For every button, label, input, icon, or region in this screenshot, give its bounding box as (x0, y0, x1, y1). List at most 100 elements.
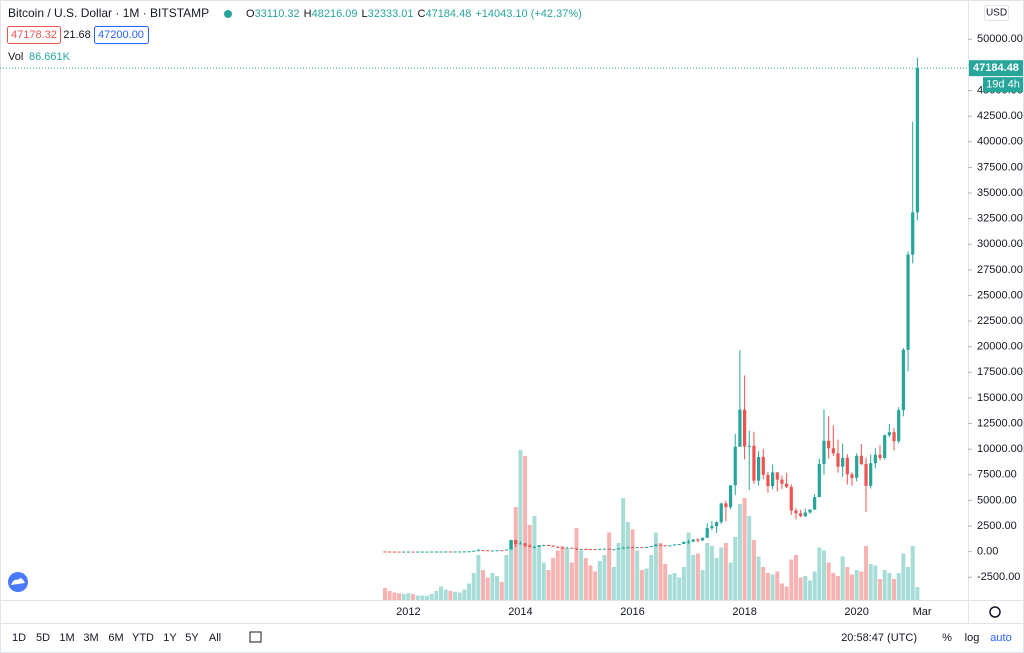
legend-change: +14043.10 (+42.37%) (475, 8, 581, 20)
volume-bar (504, 555, 509, 600)
volume-bar (583, 558, 588, 600)
volume-bar (812, 571, 817, 600)
volume-bar (429, 594, 434, 600)
volume-bar (579, 550, 584, 600)
market-status-dot (224, 10, 232, 18)
percent-toggle[interactable]: % (942, 632, 952, 644)
volume-bar (532, 516, 537, 600)
candle-body (714, 522, 719, 527)
candle-body (859, 455, 863, 465)
volume-bar (611, 567, 616, 600)
candle-body (813, 497, 817, 510)
candle-body (691, 539, 695, 542)
symbol-title: Bitcoin / U.S. Dollar · 1M · BITSTAMP (8, 6, 209, 20)
currency-badge[interactable] (984, 5, 1009, 21)
legend-letter: O (246, 8, 255, 20)
legend-letter: L (361, 8, 367, 20)
range-button[interactable]: All (209, 632, 221, 644)
log-toggle[interactable]: log (965, 632, 980, 644)
volume-bar (658, 543, 663, 600)
volume-bar (537, 547, 542, 600)
candle-body (500, 550, 504, 552)
range-button[interactable]: YTD (132, 632, 154, 644)
candle-body (728, 485, 733, 508)
volume-bar (462, 589, 467, 600)
currency-label[interactable]: USD (986, 8, 1007, 19)
y-tick-label: 40000.00 (977, 136, 1023, 148)
volume-bar (915, 587, 920, 600)
candle-body (705, 528, 709, 538)
range-button[interactable]: 5D (36, 632, 50, 644)
volume-bar (635, 550, 640, 600)
volume-bar (509, 540, 514, 600)
candle-body (780, 479, 784, 484)
candle-body (616, 548, 621, 550)
volume-bar (453, 591, 458, 600)
range-button[interactable]: 5Y (185, 632, 199, 644)
candle-body (476, 550, 480, 552)
volume-bar (840, 556, 845, 600)
range-button[interactable]: 3M (83, 632, 98, 644)
candle-body (532, 547, 537, 549)
range-button[interactable]: 1D (12, 632, 26, 644)
candle-body (630, 547, 635, 549)
bid-price[interactable]: 47178.32 (11, 29, 57, 41)
volume-bar (803, 576, 808, 600)
volume-bar (574, 528, 579, 600)
candle-body (915, 68, 919, 213)
volume-bar (747, 516, 752, 600)
volume-bar (663, 564, 668, 600)
volume-bar (728, 562, 733, 600)
y-tick-label: 10000.00 (977, 443, 1023, 455)
candle-body (574, 548, 579, 550)
range-button[interactable]: 1Y (163, 632, 177, 644)
candle-body (827, 440, 831, 449)
candle-body (546, 545, 551, 547)
countdown-label: 19d 4h (986, 79, 1020, 91)
bid-box[interactable] (7, 26, 61, 44)
candle-body (584, 548, 588, 550)
candle-body (458, 551, 462, 553)
volume-bar (616, 543, 621, 600)
candle-body (518, 543, 523, 545)
ask-price[interactable]: 47200.00 (98, 29, 144, 41)
range-button[interactable]: 6M (108, 632, 123, 644)
candle-body (869, 463, 873, 486)
ohlc-legend: O33110.32 H48216.09 L32333.01 C47184.48 +140… (246, 8, 582, 20)
volume-bar (733, 537, 738, 600)
candle-body (845, 457, 849, 475)
ask-box[interactable] (94, 26, 149, 44)
candle-body (430, 551, 434, 553)
range-button[interactable]: 1M (59, 632, 74, 644)
candle-body (486, 550, 490, 552)
settings-icon[interactable] (989, 606, 1001, 618)
clock[interactable]: 20:58:47 (UTC) (841, 632, 917, 644)
plot-area (383, 57, 920, 600)
last-price-label: 47184.48 (973, 62, 1019, 74)
candle-body (883, 435, 887, 458)
volume-bar (457, 592, 462, 600)
y-tick-label: 15000.00 (977, 392, 1023, 404)
date-range-icon[interactable] (249, 631, 262, 643)
candle-body (710, 526, 714, 529)
candle-body (901, 349, 905, 411)
volume-bar (518, 450, 523, 600)
candle-body (472, 550, 476, 552)
volume-bar (695, 553, 700, 600)
auto-toggle[interactable]: auto (990, 632, 1011, 644)
volume-bar (485, 577, 490, 600)
y-tick-label: 30000.00 (977, 238, 1023, 250)
volume-bar (807, 580, 812, 600)
volume-bar (826, 562, 831, 600)
volume-bar (443, 589, 448, 600)
candle-body (425, 551, 429, 553)
volume-bar (775, 571, 780, 600)
candle-body (738, 409, 742, 447)
volume-bar (906, 567, 911, 600)
y-tick-label: 17500.00 (977, 366, 1023, 378)
candle-body (775, 472, 779, 480)
volume-bar (700, 570, 705, 600)
volume-bar (523, 456, 528, 600)
volume-bar (471, 573, 476, 600)
volume-bar (667, 574, 672, 600)
